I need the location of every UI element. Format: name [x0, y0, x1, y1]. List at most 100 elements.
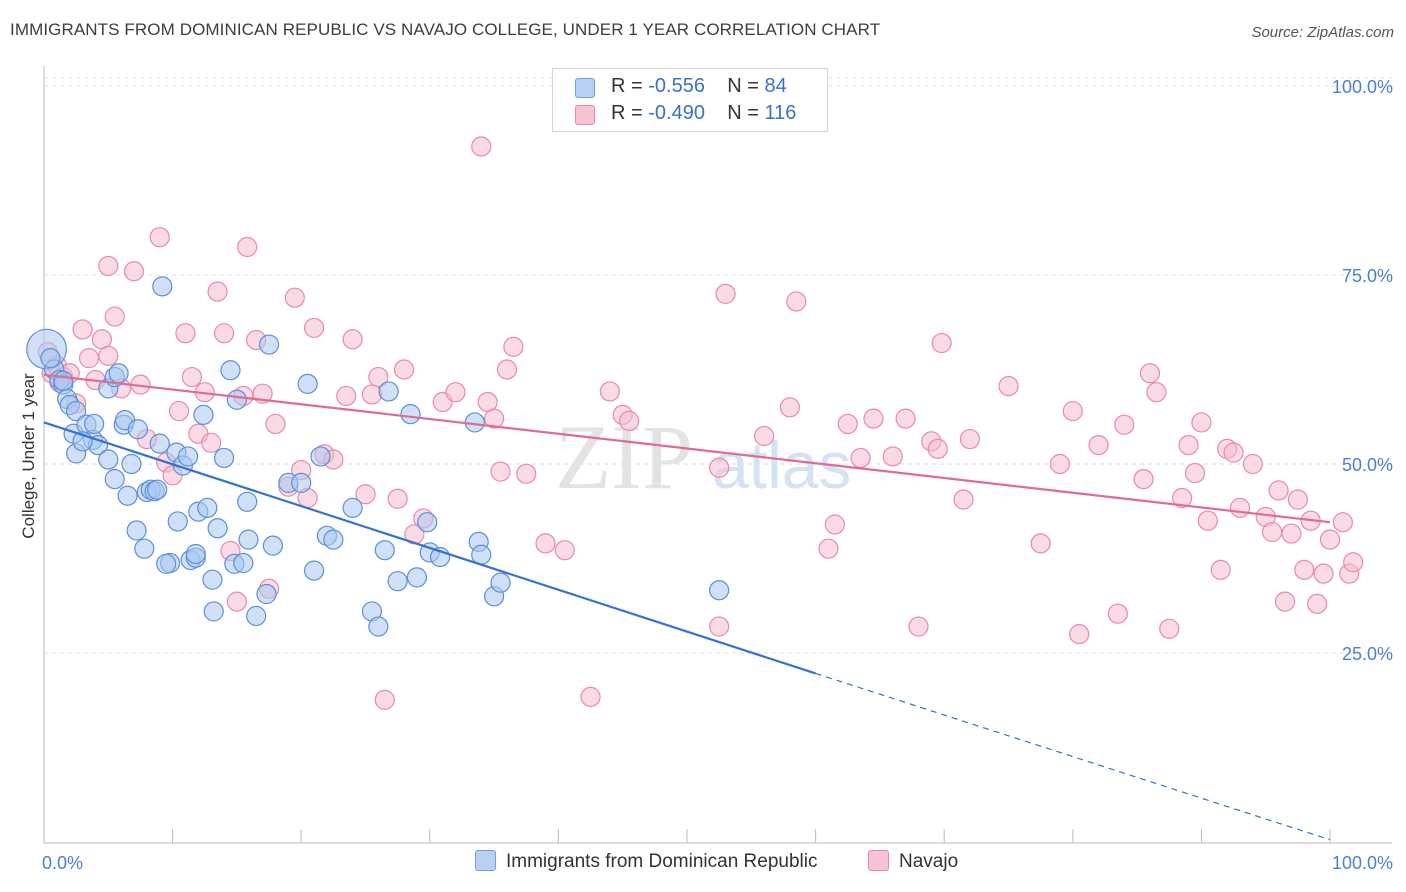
dominican-points — [26, 276, 730, 637]
dominican-point — [709, 580, 730, 601]
dominican-point — [226, 389, 247, 410]
navajo-point — [850, 447, 871, 469]
dominican-point — [84, 413, 105, 435]
navajo-point — [863, 408, 884, 429]
navajo-point — [1262, 521, 1283, 543]
navajo-point — [931, 332, 952, 354]
dominican-point — [104, 469, 125, 490]
trend-lines — [43, 373, 1331, 841]
dominican-point — [53, 370, 74, 391]
legend-swatch-navajo — [575, 105, 595, 125]
y-tick-label: 25.0% — [1342, 644, 1393, 664]
x-tick-label: 0.0% — [42, 853, 83, 873]
navajo-point — [1069, 623, 1090, 645]
navajo-point — [1343, 552, 1364, 573]
navajo-point — [1159, 618, 1180, 639]
bottom-legend-dominican: Immigrants from Dominican Republic — [475, 850, 818, 873]
navajo-point — [1146, 382, 1167, 403]
navajo-point — [1088, 435, 1109, 456]
bottom-legend-label: Navajo — [899, 851, 959, 872]
dominican-point — [490, 572, 511, 593]
navajo-point — [754, 425, 775, 447]
navajo-point — [355, 484, 376, 505]
legend-r-value: -0.556 — [648, 75, 705, 97]
navajo-point — [619, 410, 640, 432]
dominican-point — [417, 512, 438, 533]
navajo-point — [554, 540, 575, 561]
navajo-point — [213, 323, 235, 344]
navajo-point — [1313, 563, 1334, 584]
dominican-point — [149, 433, 170, 454]
navajo-point — [1107, 603, 1128, 624]
navajo-point — [1197, 510, 1218, 531]
legend-n-label: N = — [727, 102, 759, 124]
navajo-point — [1210, 559, 1231, 580]
x-tick-label: 100.0% — [1332, 853, 1393, 873]
navajo-point — [1332, 512, 1353, 533]
dominican-trend-line — [43, 421, 816, 675]
navajo-point — [818, 538, 839, 559]
dominican-point — [117, 485, 138, 506]
tick-labels: 25.0% 50.0% 75.0% 100.0% 0.0% 100.0% — [42, 77, 1393, 873]
navajo-point — [1049, 453, 1071, 475]
navajo-point — [1172, 487, 1193, 509]
navajo-point — [927, 438, 948, 459]
navajo-point — [1139, 363, 1161, 384]
y-tick-label: 50.0% — [1342, 455, 1393, 475]
y-axis-label: College, Under 1 year — [19, 373, 38, 539]
navajo-point — [445, 382, 466, 403]
navajo-point — [998, 376, 1019, 397]
bottom-legend-label: Immigrants from Dominican Republic — [506, 851, 818, 872]
navajo-point — [181, 366, 202, 388]
navajo-point — [226, 591, 247, 612]
navajo-point — [824, 514, 845, 535]
navajo-point — [201, 432, 222, 453]
navajo-point — [580, 686, 601, 707]
navajo-point — [786, 291, 807, 312]
dominican-point — [167, 511, 188, 532]
dominican-point — [98, 449, 119, 470]
navajo-point — [207, 281, 228, 302]
bottom-legend-navajo: Navajo — [868, 850, 958, 873]
chart-title: IMMIGRANTS FROM DOMINICAN REPUBLIC VS NA… — [10, 20, 881, 39]
navajo-point — [1294, 559, 1315, 580]
dominican-point — [177, 446, 199, 467]
navajo-point — [374, 689, 395, 710]
dominican-point — [147, 479, 168, 500]
dominican-point — [156, 553, 177, 574]
dominican-point — [310, 446, 331, 467]
navajo-point — [265, 413, 286, 435]
navajo-point — [1274, 591, 1296, 612]
navajo-point — [175, 323, 196, 344]
navajo-point — [1242, 453, 1263, 475]
navajo-point — [1178, 435, 1199, 456]
navajo-point — [1133, 469, 1154, 490]
navajo-point — [779, 397, 800, 418]
legend-n-label: N = — [727, 75, 759, 97]
dominican-point — [406, 567, 428, 588]
navajo-point — [709, 457, 730, 478]
dominican-point — [233, 552, 254, 574]
dominican-point — [400, 404, 421, 425]
dominican-point — [108, 363, 129, 384]
navajo-point — [709, 616, 730, 637]
dominican-point — [368, 616, 389, 637]
navajo-point — [78, 348, 100, 369]
navajo-point — [303, 317, 325, 339]
navajo-point — [1281, 523, 1302, 544]
legend-r-label: R = — [611, 102, 643, 124]
dominican-point — [202, 569, 223, 590]
legend-swatch-dominican — [575, 78, 595, 98]
navajo-point — [1030, 533, 1051, 554]
dominican-point — [197, 497, 218, 518]
dominican-point — [193, 404, 214, 425]
navajo-point — [959, 428, 981, 450]
navajo-point — [368, 366, 389, 388]
dominican-point — [258, 334, 280, 355]
navajo-point — [1191, 412, 1212, 433]
axes — [43, 66, 1392, 844]
dominican-point — [207, 518, 228, 539]
navajo-point — [953, 489, 974, 510]
navajo-point — [336, 385, 357, 407]
navajo-point — [98, 345, 119, 366]
